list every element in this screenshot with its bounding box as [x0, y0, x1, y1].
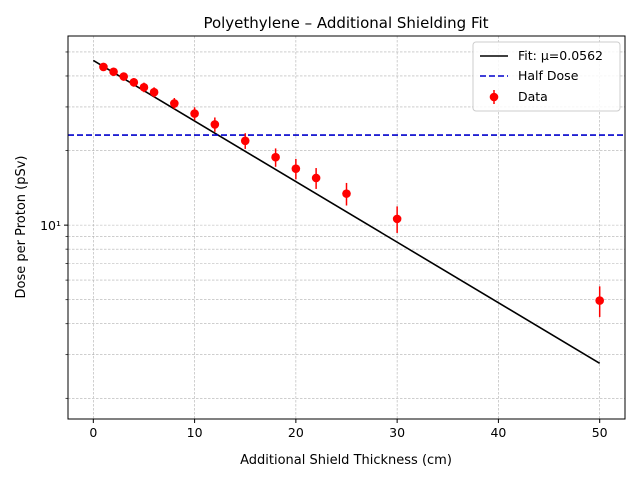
data-point — [240, 136, 250, 146]
legend-data-swatch-marker — [489, 92, 499, 102]
plot-area-frame — [67, 35, 626, 420]
plot-series — [68, 59, 625, 364]
chart-title: Polyethylene – Additional Shielding Fit — [203, 14, 488, 32]
x-axis-label: Additional Shield Thickness (cm) — [240, 453, 452, 468]
legend-box — [472, 41, 621, 112]
y-tick-label: 10¹ — [40, 218, 61, 233]
x-tick-label: 20 — [288, 425, 304, 440]
legend-fit-label: Fit: μ=0.0562 — [518, 48, 603, 63]
x-tick-label: 40 — [490, 425, 506, 440]
data-point — [149, 87, 159, 97]
legend-data-label: Data — [518, 89, 548, 104]
axis-ticks: 0 10 20 30 40 50 10¹ — [40, 51, 608, 440]
data-point — [170, 99, 179, 108]
data-point — [291, 164, 301, 173]
data-point — [190, 109, 199, 118]
x-tick-label: 0 — [89, 425, 97, 440]
x-tick-label: 50 — [592, 425, 608, 440]
legend: Fit: μ=0.0562 Half Dose Data — [472, 41, 621, 112]
data-point — [342, 189, 351, 198]
data-point — [139, 83, 149, 92]
data-point — [595, 296, 604, 305]
y-axis-label: Dose per Proton (pSv) — [14, 156, 29, 299]
data-point — [271, 152, 280, 162]
x-tick-label: 10 — [187, 425, 203, 440]
data-point — [392, 214, 402, 224]
fit-line — [92, 59, 601, 364]
data-point — [129, 78, 139, 87]
x-tick-label: 30 — [389, 425, 405, 440]
data-point — [311, 173, 321, 183]
data-point — [119, 72, 128, 81]
legend-half-dose-label: Half Dose — [518, 68, 579, 83]
data-point — [109, 67, 118, 77]
data-point — [99, 62, 108, 72]
data-point — [210, 120, 220, 129]
